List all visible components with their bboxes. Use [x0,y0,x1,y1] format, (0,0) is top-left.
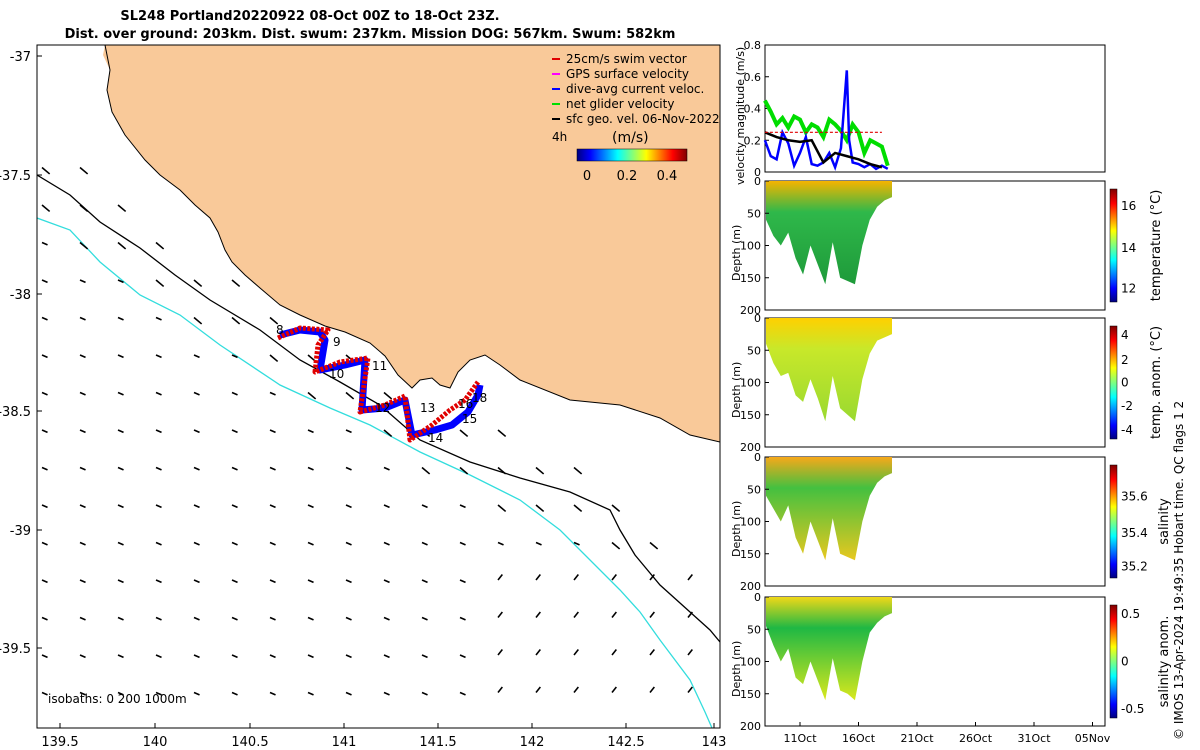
legend-entry: sfc geo. vel. 06-Nov-2022 [566,112,720,126]
colorbar-tick-label: 0 [1121,376,1129,390]
colorbar-label: temperature (°C) [1149,190,1164,302]
track-day-label: 10 [329,367,344,381]
section-panel: 050100150200Depth (m)420-2-4temp. anom. … [730,312,1164,454]
depth-tick-label: 150 [740,409,761,422]
colorbar-label: salinity [1157,498,1172,545]
track-day-label: 15 [462,412,477,426]
section-panel: 050100150200Depth (m)35.635.435.2salinit… [730,451,1172,593]
track-day-label: 9 [333,335,341,349]
copyright-stamp: © IMOS 13-Apr-2024 19:49:35 Hobart time.… [1172,401,1186,740]
colorbar-tick: 0.2 [617,169,638,184]
lon-tick-label: 143 [702,735,727,750]
lon-tick-label: 140 [143,735,168,750]
track-day-label: 16 [458,397,473,411]
time-tick-label: 26Oct [959,732,993,745]
colorbar-tick-label: 35.4 [1121,526,1148,540]
depth-tick-label: 50 [747,344,761,357]
colorbar-title: (m/s) [612,130,649,146]
depth-tick-label: 0 [754,312,761,325]
depth-tick-label: 100 [740,516,761,529]
colorbar-tick: 0 [583,169,591,184]
depth-tick-label: 100 [740,240,761,253]
track-day-label: 11 [372,359,387,373]
time-tick-label: 05Nov [1075,732,1111,745]
colorbar-tick-label: 0.5 [1121,607,1140,621]
depth-tick-label: 50 [747,207,761,220]
depth-tick-label: 150 [740,548,761,561]
depth-ylabel: Depth (m) [730,501,743,557]
legend-entry: 25cm/s swim vector [566,52,687,66]
legend-entry: net glider velocity [566,97,674,111]
colorbar-label: salinity anom. [1157,616,1172,708]
track-day-label: 14 [428,431,443,445]
colorbar-tick: 0.4 [657,169,678,184]
speed-colorbar [577,149,687,161]
section-colorbar [1110,605,1117,718]
velocity-panel: 00.20.40.60.8velocity magnitude (m/s) [734,39,1105,185]
depth-tick-label: 0 [754,451,761,464]
colorbar-tick-label: -0.5 [1121,702,1144,716]
colorbar-tick-label: 14 [1121,241,1136,255]
legend-entry: dive-avg current veloc. [566,82,704,96]
legend-entry: GPS surface velocity [566,67,689,81]
lon-tick-label: 140.5 [231,735,268,750]
glider-track-map: 891011121314151618 139.5140140.5141141.5… [0,0,1200,750]
lat-tick-label: -39.5 [0,642,31,657]
colorbar-tick-label: -4 [1121,423,1133,437]
track-day-label: 13 [420,401,435,415]
depth-tick-label: 100 [740,377,761,390]
depth-tick-label: 200 [740,720,761,733]
lon-tick-label: 142.5 [607,735,644,750]
section-panel: 050100150200Depth (m)161412temperature (… [730,175,1164,317]
lon-tick-label: 142 [520,735,545,750]
depth-tick-label: 50 [747,483,761,496]
depth-tick-label: 50 [747,623,761,636]
time-tick-label: 16Oct [842,732,876,745]
colorbar-tick-label: 0 [1121,655,1129,669]
lat-tick-label: -37.5 [0,169,31,184]
time-tick-label: 31Oct [1017,732,1051,745]
lon-tick-label: 139.5 [41,735,78,750]
legend-note: 4h [552,130,567,144]
section-panel: 0 50 100 150 200 Depth (m) 0.5 0 -0.5 salinity an… [730,591,1172,733]
colorbar-tick-label: 35.2 [1121,560,1148,574]
depth-tick-label: 0 [754,591,761,604]
lat-tick-label: -37 [10,50,31,65]
colorbar-tick-label: 16 [1121,199,1136,213]
lon-tick-label: 141.5 [419,735,456,750]
track-day-label: 8 [276,323,284,337]
lon-tick-label: 141 [332,735,357,750]
section-colorbar [1110,326,1117,439]
colorbar-tick-label: 2 [1121,353,1129,367]
isobaths-label: isobaths: 0 200 1000m [48,692,187,706]
depth-ylabel: Depth (m) [730,362,743,418]
lat-tick-label: -38 [10,288,31,303]
colorbar-tick-label: 35.6 [1121,490,1148,504]
section-colorbar [1110,189,1117,302]
colorbar-tick-label: -2 [1121,399,1133,413]
depth-ylabel: Depth (m) [730,225,743,281]
colorbar-tick-label: 4 [1121,328,1129,342]
track-day-label: 18 [472,391,487,405]
depth-ylabel: Depth (m) [730,641,743,697]
lat-tick-label: -39 [10,524,31,539]
depth-tick-label: 150 [740,272,761,285]
depth-tick-label: 150 [740,688,761,701]
depth-tick-label: 100 [740,656,761,669]
colorbar-label: temp. anom. (°C) [1149,326,1164,439]
colorbar-tick-label: 12 [1121,281,1136,295]
velocity-panel-frame [765,45,1105,172]
depth-tick-label: 0 [754,175,761,188]
time-tick-label: 21Oct [900,732,934,745]
vel-ylabel: velocity magnitude (m/s) [734,47,747,185]
track-day-label: 12 [375,401,390,415]
time-tick-label: 11Oct [783,732,817,745]
lat-tick-label: -38.5 [0,405,31,420]
section-colorbar [1110,465,1117,578]
